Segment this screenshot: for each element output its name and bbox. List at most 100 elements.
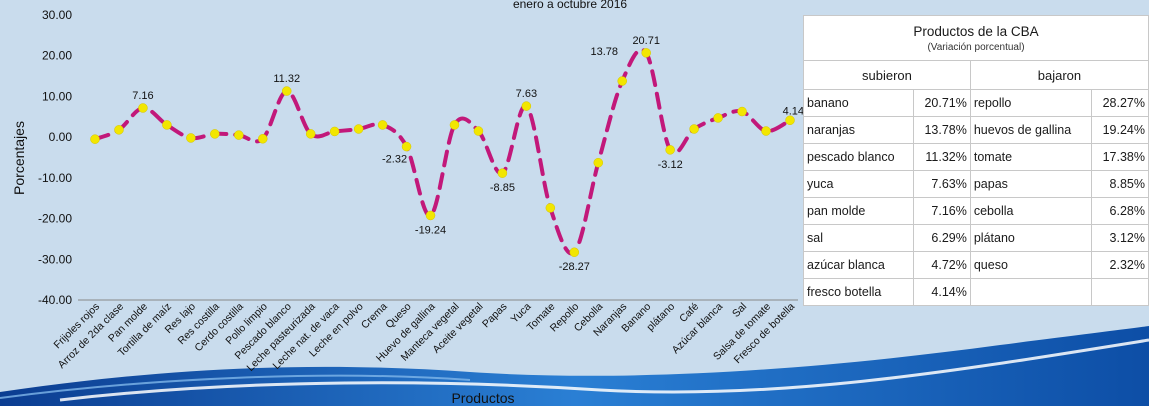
data-label: -3.12	[658, 159, 683, 171]
table-row: azúcar blanca 4.72% queso 2.32%	[803, 251, 1149, 279]
up-name: azúcar blanca	[803, 251, 914, 279]
up-value: 6.29%	[912, 224, 971, 252]
y-axis-label: Porcentajes	[11, 121, 27, 195]
x-axis-label: Productos	[451, 390, 514, 406]
up-value: 13.78%	[912, 116, 971, 144]
data-point	[713, 113, 723, 123]
y-tick-label: 0.00	[49, 130, 73, 144]
y-tick-label: -30.00	[38, 252, 72, 266]
down-name: repollo	[969, 89, 1092, 117]
data-point	[497, 168, 508, 178]
table-title: Productos de la CBA	[913, 23, 1039, 39]
data-point	[329, 126, 340, 137]
y-tick-label: 30.00	[42, 8, 72, 22]
up-value: 20.71%	[912, 89, 971, 117]
data-label: 7.63	[516, 88, 537, 100]
data-point	[425, 210, 436, 221]
up-value: 11.32%	[912, 143, 971, 171]
data-point	[665, 145, 675, 155]
data-point	[449, 120, 460, 130]
down-name: cebolla	[969, 197, 1092, 225]
down-value: 17.38%	[1090, 143, 1149, 171]
data-label: 20.71	[632, 35, 660, 47]
data-point	[401, 141, 412, 152]
data-point	[377, 120, 388, 130]
down-name	[969, 278, 1092, 306]
y-tick-label: -10.00	[38, 171, 72, 185]
y-tick-label: -20.00	[38, 212, 72, 226]
data-point	[353, 124, 364, 134]
data-label: -2.32	[382, 154, 407, 166]
data-point	[545, 203, 556, 213]
data-label: 7.16	[132, 90, 153, 102]
data-point	[186, 133, 196, 143]
down-value: 6.28%	[1090, 197, 1149, 225]
data-point	[114, 125, 124, 135]
data-label: -28.27	[559, 261, 590, 273]
table-row: fresco botella 4.14%	[803, 278, 1149, 306]
up-value: 7.16%	[912, 197, 971, 225]
data-point	[281, 86, 292, 96]
down-name: papas	[969, 170, 1092, 198]
data-point	[305, 129, 316, 139]
y-tick-label: 20.00	[42, 49, 72, 63]
data-point	[162, 120, 172, 130]
data-label: 11.32	[273, 73, 300, 85]
down-value: 28.27%	[1090, 89, 1149, 117]
table-subtitle: (Variación porcentual)	[927, 41, 1025, 53]
down-value: 8.85%	[1090, 170, 1149, 198]
data-point	[593, 157, 604, 168]
x-tick-label: Sal	[730, 301, 749, 320]
up-name: pescado blanco	[803, 143, 914, 171]
down-name: queso	[969, 251, 1092, 279]
data-point	[785, 115, 795, 126]
header-subieron: subieron	[803, 60, 971, 90]
table-row: naranjas 13.78% huevos de gallina 19.24%	[803, 116, 1149, 144]
data-point	[689, 124, 699, 134]
data-point	[210, 129, 220, 139]
table-row: yuca 7.63% papas 8.85%	[803, 170, 1149, 198]
data-point	[737, 106, 747, 117]
data-point	[138, 103, 148, 113]
data-point	[617, 76, 627, 86]
table-row: sal 6.29% plátano 3.12%	[803, 224, 1149, 252]
up-value: 7.63%	[912, 170, 971, 198]
down-name: huevos de gallina	[969, 116, 1092, 144]
table-title-cell: Productos de la CBA (Variación porcentua…	[803, 15, 1149, 61]
data-label: -8.85	[490, 182, 515, 194]
down-value	[1090, 278, 1149, 306]
data-point	[234, 130, 244, 140]
data-label: 4.14	[783, 105, 804, 117]
up-name: sal	[803, 224, 914, 252]
data-point	[761, 126, 771, 136]
y-tick-label: 10.00	[42, 89, 72, 103]
up-value: 4.14%	[912, 278, 971, 306]
up-name: pan molde	[803, 197, 914, 225]
data-point	[641, 48, 651, 58]
up-name: fresco botella	[803, 278, 914, 306]
up-name: naranjas	[803, 116, 914, 144]
chart-title: enero a octubre 2016	[513, 0, 627, 11]
x-tick-label: Crema	[359, 301, 390, 332]
series-line	[93, 47, 792, 256]
down-value: 3.12%	[1090, 224, 1149, 252]
x-tick-label: Papas	[480, 301, 510, 331]
table-row: pan molde 7.16% cebolla 6.28%	[803, 197, 1149, 225]
down-name: tomate	[969, 143, 1092, 171]
up-value: 4.72%	[912, 251, 971, 279]
data-label: 13.78	[590, 46, 618, 58]
y-tick-label: -40.00	[38, 293, 72, 307]
table-row: pescado blanco 11.32% tomate 17.38%	[803, 143, 1149, 171]
up-name: yuca	[803, 170, 914, 198]
data-point	[521, 101, 532, 111]
data-label: -19.24	[415, 224, 446, 236]
data-point	[90, 134, 100, 144]
data-point	[569, 247, 580, 257]
down-value: 2.32%	[1090, 251, 1149, 279]
cba-table: Productos de la CBA (Variación porcentua…	[803, 15, 1149, 306]
data-point	[473, 126, 484, 136]
down-name: plátano	[969, 224, 1092, 252]
down-value: 19.24%	[1090, 116, 1149, 144]
